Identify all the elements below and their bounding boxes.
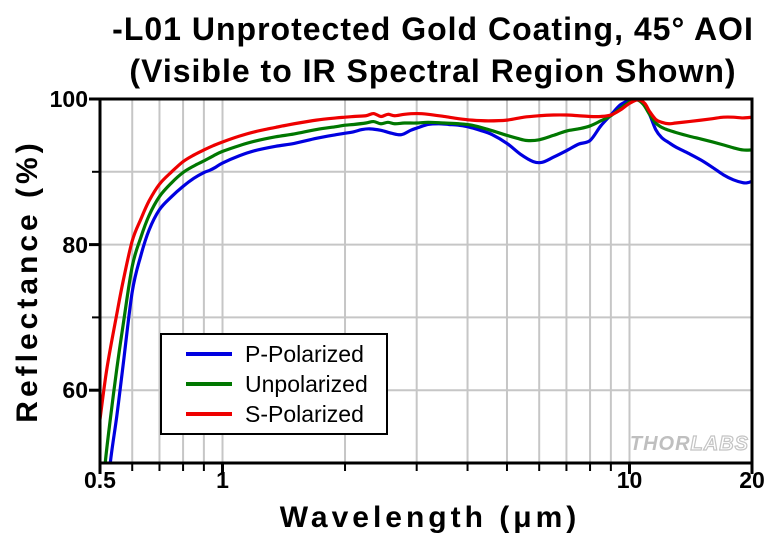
x-tick-label: 20 — [739, 467, 765, 493]
legend: P-Polarized Unpolarized S-Polarized — [160, 333, 388, 435]
legend-item-s-polarized: S-Polarized — [186, 399, 386, 429]
legend-label: Unpolarized — [245, 370, 368, 397]
series-unpolarized — [103, 99, 752, 463]
thorlabs-watermark-labs: LABS — [690, 432, 749, 455]
x-tick-label: 1 — [216, 467, 229, 493]
y-tick-label: 80 — [62, 231, 88, 258]
legend-line-p-polarized — [186, 352, 232, 356]
x-tick-label: 10 — [616, 467, 643, 493]
chart-title: -L01 Unprotected Gold Coating, 45° AOI (… — [88, 8, 778, 92]
x-tick-label: 0.5 — [84, 467, 116, 493]
thorlabs-watermark-thor: THOR — [629, 433, 691, 455]
legend-label: S-Polarized — [245, 400, 364, 427]
legend-item-p-polarized: P-Polarized — [186, 339, 386, 369]
thorlabs-watermark: THORLABS — [629, 432, 749, 456]
x-axis-title: Wavelength (μm) — [279, 501, 581, 534]
legend-label: P-Polarized — [245, 340, 364, 367]
axis-ticks — [89, 97, 754, 474]
series-s-polarized — [100, 99, 752, 420]
legend-line-s-polarized — [186, 412, 232, 416]
y-tick-label: 100 — [49, 86, 88, 112]
legend-item-unpolarized: Unpolarized — [186, 369, 386, 399]
legend-line-unpolarized — [186, 382, 232, 386]
y-tick-label: 60 — [62, 377, 88, 404]
chart-title-line1: -L01 Unprotected Gold Coating, 45° AOI — [112, 11, 754, 47]
chart-title-line2: (Visible to IR Spectral Region Shown) — [129, 53, 737, 89]
plot-frame — [98, 97, 754, 465]
data-series — [100, 99, 752, 463]
